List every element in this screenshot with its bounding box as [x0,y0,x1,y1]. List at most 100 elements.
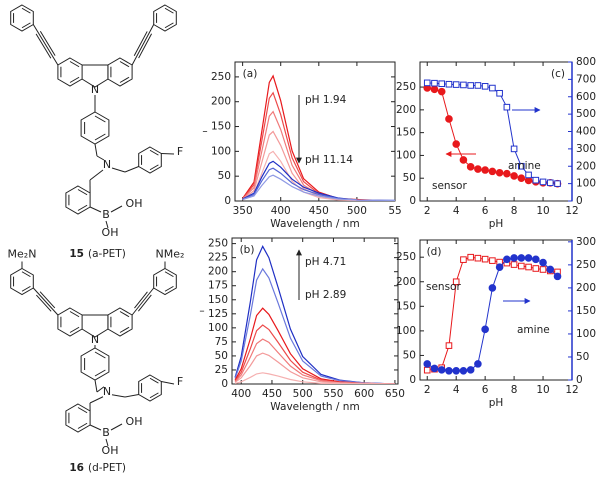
alkyne [32,24,59,66]
y2-tick-label: 50 [576,351,589,363]
double-bond [21,22,31,29]
double-bond [119,326,130,333]
y2-tick-label: 100 [576,178,596,190]
point [525,263,532,271]
point [489,84,496,92]
point [474,360,482,368]
ring [107,57,133,87]
point [423,366,431,374]
ring [65,185,91,215]
y2-tick-label: 0 [576,374,583,386]
point [430,85,439,94]
point [510,254,518,262]
point [452,366,460,375]
y-tick-label: 25 [215,364,228,376]
y-tick-label: 150 [208,294,228,306]
ring [57,307,83,337]
y-tick-label: 225 [208,252,228,264]
alkyne [133,31,148,56]
atom-label: F [177,375,183,388]
point [532,265,540,272]
y2-tick-label: 0 [576,195,583,207]
bond [96,155,105,161]
point [452,278,460,286]
y-tick-label: 50 [215,350,228,362]
point [437,87,446,96]
double-bond [149,392,159,399]
y2-tick-label: 300 [576,143,596,155]
y-tick-label: 200 [396,276,416,288]
x-tick-label: 400 [271,205,291,217]
series-line [427,256,558,371]
x-tick-label: 500 [293,388,313,400]
alkyne [134,291,148,309]
point [496,89,503,97]
point [539,266,547,273]
atom-label: N [91,83,99,96]
ring [153,267,177,296]
y-tick-label: 200 [208,266,228,278]
x-tick-label: 600 [354,388,374,400]
plot-frame [234,61,396,202]
double-bond [69,311,80,318]
point [525,171,532,179]
y-tick-label: 100 [396,149,416,161]
y-tick-label: 200 [211,96,231,108]
bond [96,386,105,393]
point [481,83,489,90]
bond [110,205,123,213]
y2-tick-label: 500 [576,108,596,120]
compound-name: (a-PET) [88,248,126,260]
y-tick-label: 100 [211,145,231,157]
point [488,284,497,292]
y2-tick-label: 200 [576,282,596,294]
double-bond [77,189,88,196]
point [459,156,468,164]
point [445,342,453,349]
y-tick-label: 250 [208,238,228,250]
point [452,81,460,88]
double-bond [94,369,106,377]
x-tick-label: 55 [388,205,401,217]
y-tick-label: 200 [396,104,416,116]
series-name: sensor [426,281,461,293]
double-bond [119,311,130,318]
point [438,80,446,88]
ring [65,403,91,433]
panel-label: (a) [243,68,258,80]
x-tick-label: 6 [482,384,489,396]
point [460,256,467,263]
x-tick-label: 650 [385,388,405,400]
y-tick-label: 125 [208,308,228,320]
double-bond [77,407,88,414]
double-bond [94,133,106,141]
bond [161,153,175,155]
point [466,163,475,171]
bond [161,381,175,385]
x-tick-label: 400 [231,388,251,400]
y-tick-label: 100 [208,322,228,334]
double-bond [149,149,159,156]
y2-tick-label: 200 [576,160,596,172]
x-tick-label: 500 [347,205,367,217]
x-tick-label: 12 [565,384,578,396]
bond [110,423,123,431]
point [459,366,468,375]
plot-frame [231,237,399,385]
bond [111,167,126,173]
atom-label: N [91,333,99,346]
series-name: sensor [432,180,467,192]
point [474,82,482,89]
annotation: pH 4.71 [305,256,346,268]
x-tick-label: 12 [565,205,578,217]
atom-label: NMe₂ [156,248,185,261]
compound-number: 15 [69,248,84,260]
point [503,255,511,264]
point [510,172,518,180]
point [437,366,446,374]
annotation: pH 1.94 [305,94,347,106]
y-tick-label: 50 [218,170,231,182]
y-tick-label: 150 [211,121,231,133]
